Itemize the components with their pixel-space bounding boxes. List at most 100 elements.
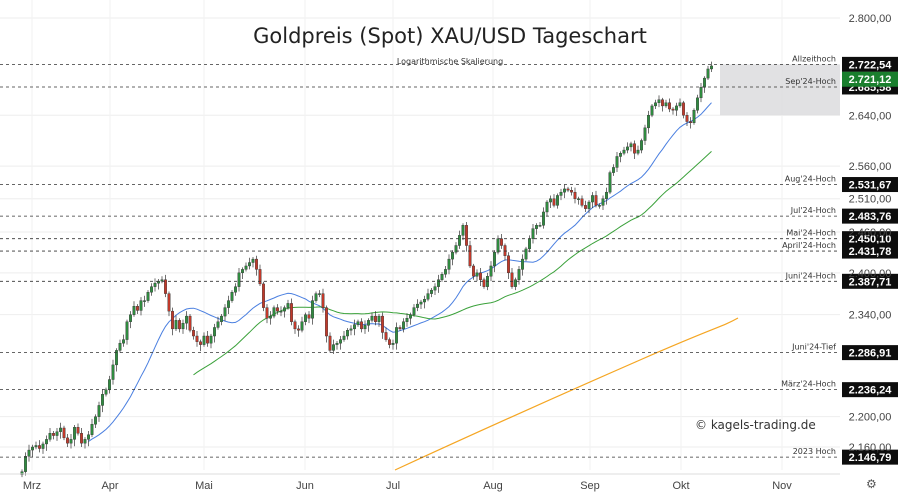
candle-body [566, 188, 570, 191]
y-tick-label: 2.400,00 [849, 268, 892, 280]
candle-body [31, 446, 34, 451]
candle-body [591, 195, 594, 203]
x-tick-label: Nov [772, 480, 792, 492]
candle-body [38, 445, 41, 449]
price-level-value: 2.236,24 [849, 385, 893, 397]
candle-body [559, 191, 563, 196]
candle-body [682, 102, 685, 116]
candle-body [654, 102, 657, 107]
candle-body [535, 225, 538, 229]
candle-body [479, 272, 482, 280]
candle-body [27, 449, 31, 457]
price-level-badge [842, 449, 898, 465]
candle-body [657, 99, 661, 103]
candle-body [458, 235, 461, 246]
price-level-badge [842, 273, 898, 289]
candle-body [188, 315, 192, 331]
candle-body [622, 149, 626, 154]
candle-body [199, 341, 202, 345]
candle-body [262, 283, 265, 308]
candle-body [619, 153, 622, 157]
candle-body [668, 102, 671, 110]
candle-body [356, 321, 360, 325]
candle-body [325, 307, 328, 337]
current-price-value: 2.721,12 [849, 74, 892, 86]
price-level-value: 2.431,78 [849, 246, 892, 258]
candle-body [419, 301, 423, 305]
candle-body [384, 332, 388, 340]
y-tick-label: 2.460,00 [849, 227, 892, 239]
candle-body [258, 269, 262, 285]
price-level-label: 2023 Hoch [793, 447, 836, 456]
candle-body [192, 330, 195, 337]
candle-body [710, 65, 713, 70]
candle-body [461, 225, 465, 236]
candle-body [643, 127, 647, 141]
candle-body [328, 335, 332, 351]
candle-body [416, 303, 419, 308]
candle-body [584, 205, 587, 209]
x-tick-label: Jul [386, 480, 400, 492]
price-level-label: Allzeithoch [792, 54, 836, 63]
candle-body [570, 190, 573, 193]
price-level-value: 2.146,79 [849, 452, 892, 464]
candle-body [692, 110, 696, 124]
candle-body [97, 405, 101, 417]
candle-body [398, 327, 402, 330]
candle-body [34, 445, 38, 448]
y-tick-label: 2.340,00 [849, 310, 892, 322]
candle-body [608, 172, 612, 193]
candle-body [531, 228, 535, 239]
chart-title: Goldpreis (Spot) XAU/USD Tageschart [253, 24, 647, 48]
candle-body [696, 97, 699, 111]
candle-body [433, 286, 437, 291]
candle-body [174, 320, 178, 330]
candle-body [703, 77, 706, 88]
candle-body [146, 292, 150, 301]
candle-body [444, 269, 447, 275]
candle-body [300, 321, 304, 331]
candle-body [171, 310, 174, 330]
gear-icon[interactable]: ⚙ [866, 477, 877, 491]
candle-body [552, 198, 556, 206]
candle-body [664, 102, 668, 107]
candle-body [307, 314, 311, 319]
candle-body [195, 335, 199, 342]
candle-body [528, 238, 531, 250]
price-level-label: März'24-Hoch [781, 380, 836, 389]
candle-body [213, 327, 216, 337]
candle-body [20, 471, 24, 475]
candle-body [181, 322, 185, 330]
candle-body [227, 300, 230, 308]
price-level-value: 2.387,71 [849, 276, 892, 288]
candle-body [255, 258, 258, 270]
x-tick-label: Okt [672, 480, 689, 492]
candle-body [594, 195, 598, 206]
candle-body [549, 198, 552, 203]
candle-body [164, 279, 167, 294]
ma200-line [394, 317, 739, 471]
candle-body [601, 198, 605, 206]
candle-body [447, 258, 451, 270]
price-levels: Allzeithoch2.722,54Sep'24-Hoch2.685,58Au… [0, 54, 898, 465]
x-tick-label: Apr [101, 480, 118, 492]
candle-body [381, 315, 384, 333]
candle-body [94, 416, 97, 425]
candle-body [69, 439, 73, 444]
candle-body [244, 265, 248, 270]
candle-body [412, 307, 416, 315]
candle-body [465, 225, 468, 246]
candle-body [612, 167, 615, 173]
candle-body [706, 68, 710, 79]
candle-body [160, 279, 164, 282]
y-tick-label: 2.200,00 [849, 412, 892, 424]
candle-body [440, 274, 444, 280]
candle-body [290, 303, 293, 322]
candle-body [615, 156, 619, 168]
candle-body [76, 427, 80, 434]
price-level-value: 2.286,91 [849, 348, 892, 360]
candle-body [402, 321, 405, 330]
candle-body [52, 433, 55, 436]
price-level-badge [842, 177, 898, 193]
